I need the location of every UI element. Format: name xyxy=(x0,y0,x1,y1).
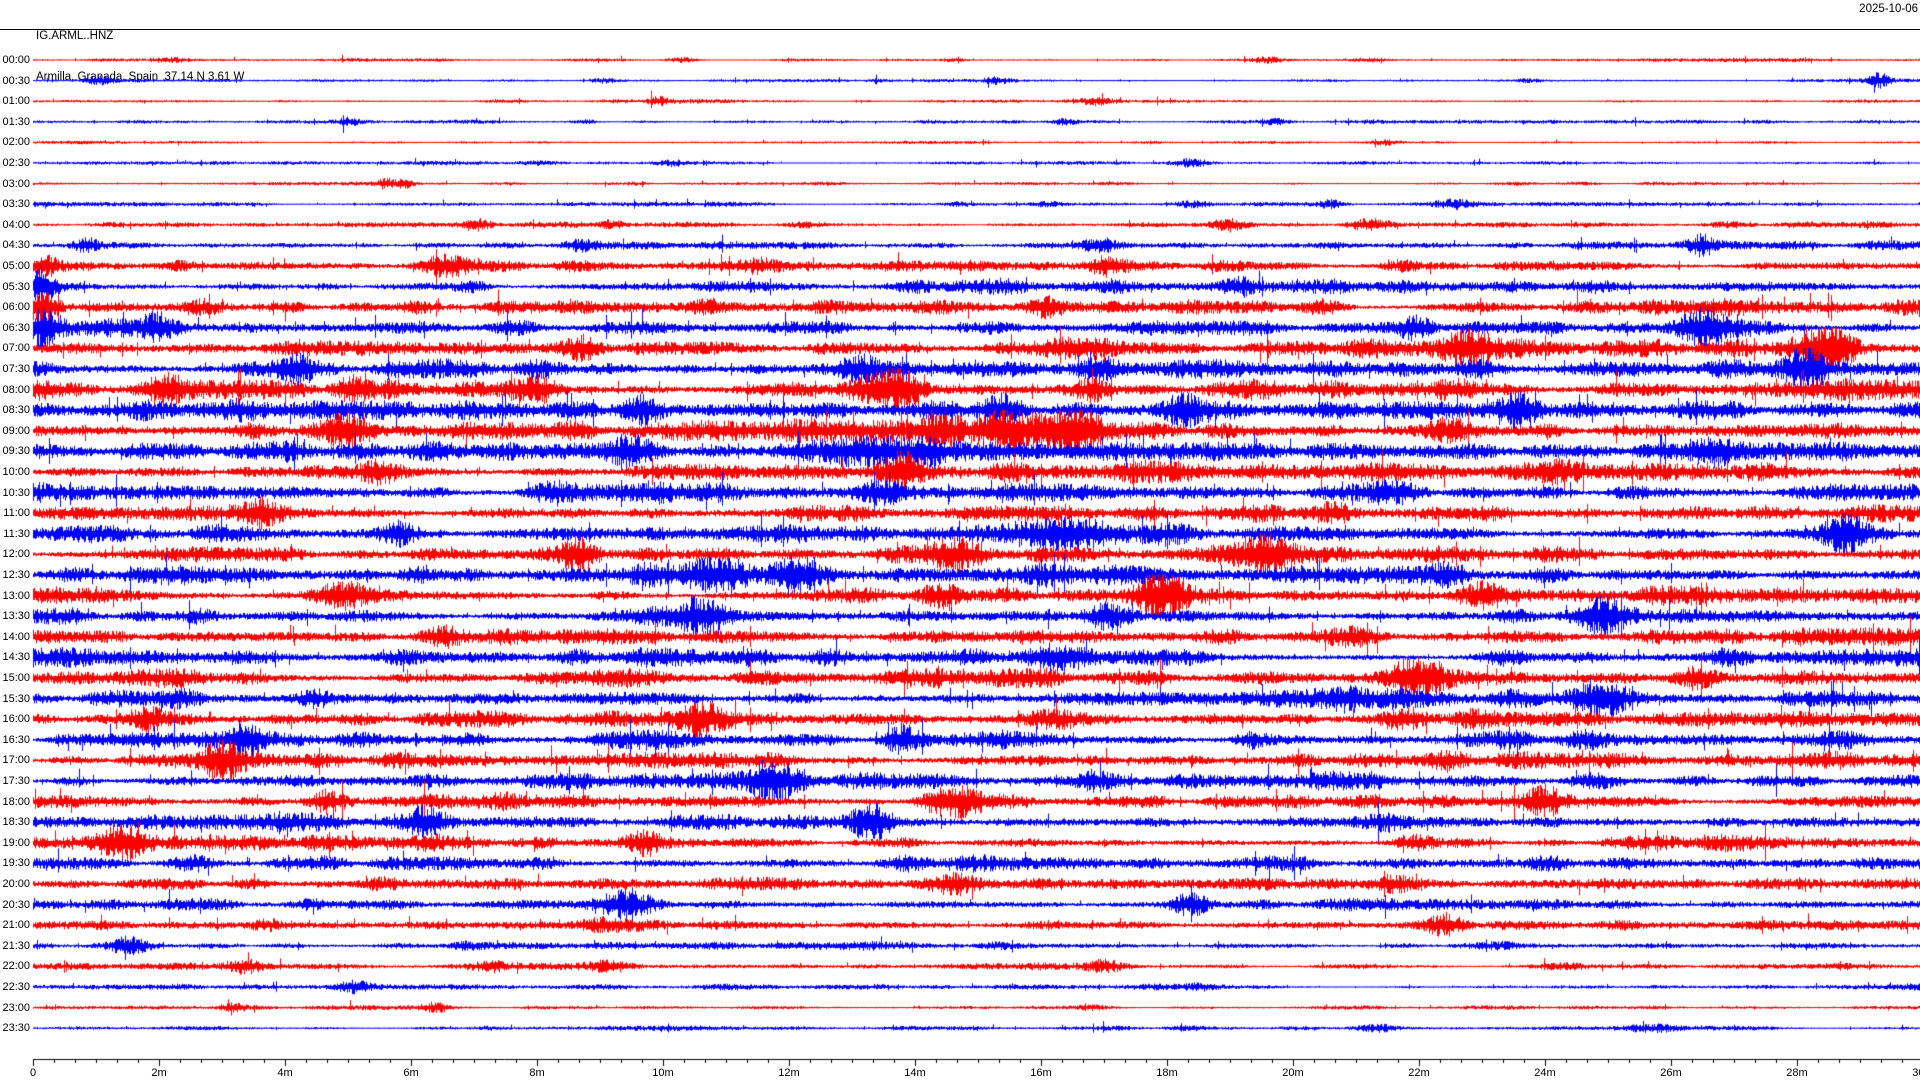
row-time-label: 18:00 xyxy=(2,795,30,808)
row-time-label: 00:00 xyxy=(2,54,30,66)
row-time-label: 08:30 xyxy=(2,404,30,417)
row-time-label: 19:30 xyxy=(2,857,30,870)
row-time-label: 22:30 xyxy=(2,981,30,993)
row-time-label: 16:00 xyxy=(2,713,30,726)
row-time-label: 17:30 xyxy=(2,775,30,787)
row-time-label: 14:30 xyxy=(2,651,30,664)
row-time-label: 10:00 xyxy=(2,466,30,478)
x-axis-tick-label: 30m xyxy=(1912,1067,1920,1079)
row-time-label: 04:30 xyxy=(2,239,30,252)
row-time-label: 23:00 xyxy=(2,1001,30,1014)
row-time-label: 10:30 xyxy=(2,486,30,499)
row-time-label: 05:30 xyxy=(2,280,30,293)
row-time-label: 03:00 xyxy=(2,177,30,190)
row-time-label: 16:30 xyxy=(2,733,30,746)
row-time-label: 06:30 xyxy=(2,321,30,334)
x-axis-tick-label: 16m xyxy=(1030,1067,1052,1079)
x-axis-tick-label: 14m xyxy=(904,1067,926,1079)
row-time-label: 08:00 xyxy=(2,383,30,396)
row-time-label: 11:00 xyxy=(3,507,30,520)
x-axis-tick-label: 20m xyxy=(1282,1067,1304,1079)
x-axis-tick-label: 26m xyxy=(1660,1067,1682,1079)
x-axis-tick-label: 18m xyxy=(1156,1067,1178,1079)
row-time-label: 01:30 xyxy=(2,115,30,128)
row-time-label: 02:00 xyxy=(2,136,30,149)
x-axis-tick-label: 10m xyxy=(652,1067,674,1079)
row-time-label: 12:30 xyxy=(2,569,30,581)
x-axis-tick-label: 12m xyxy=(778,1067,800,1079)
row-time-label: 12:00 xyxy=(2,548,30,561)
row-time-label: 02:30 xyxy=(2,157,30,169)
x-axis-tick-label: 22m xyxy=(1408,1067,1430,1079)
row-time-label: 04:00 xyxy=(2,218,30,231)
row-time-label: 06:00 xyxy=(2,301,30,314)
row-time-label: 11:30 xyxy=(3,527,30,540)
row-time-label: 19:00 xyxy=(2,836,30,849)
x-axis-tick-label: 6m xyxy=(403,1067,419,1079)
row-time-label: 13:30 xyxy=(2,610,30,623)
row-time-label: 07:00 xyxy=(2,342,30,355)
row-time-label: 18:30 xyxy=(2,816,30,829)
row-time-label: 22:00 xyxy=(2,960,30,973)
row-time-label: 09:00 xyxy=(2,424,30,437)
row-time-label: 21:00 xyxy=(2,919,30,932)
row-time-label: 07:30 xyxy=(2,363,30,375)
row-time-label: 14:00 xyxy=(2,630,30,643)
x-axis-tick-label: 0 xyxy=(29,1067,37,1079)
x-axis-tick-label: 8m xyxy=(529,1067,545,1079)
x-axis-tick-label: 2m xyxy=(151,1067,167,1079)
row-time-label: 15:00 xyxy=(2,672,30,684)
row-time-label: 13:00 xyxy=(2,589,30,602)
x-axis-tick-label: 24m xyxy=(1534,1067,1556,1079)
row-time-label: 21:30 xyxy=(2,939,30,952)
row-time-label: 23:30 xyxy=(2,1022,30,1035)
row-time-label: 00:30 xyxy=(2,74,30,87)
row-time-label: 09:30 xyxy=(2,445,30,458)
row-time-label: 17:00 xyxy=(2,754,30,767)
row-time-label: 20:30 xyxy=(2,898,30,911)
row-time-label: 15:30 xyxy=(2,692,30,705)
x-axis-tick-label: 4m xyxy=(277,1067,293,1079)
row-time-label: 03:30 xyxy=(2,198,30,211)
row-time-label: 20:00 xyxy=(2,878,30,890)
x-axis-tick-label: 28m xyxy=(1786,1067,1808,1079)
row-time-label: 05:00 xyxy=(2,260,30,272)
row-time-label: 01:00 xyxy=(2,95,30,108)
